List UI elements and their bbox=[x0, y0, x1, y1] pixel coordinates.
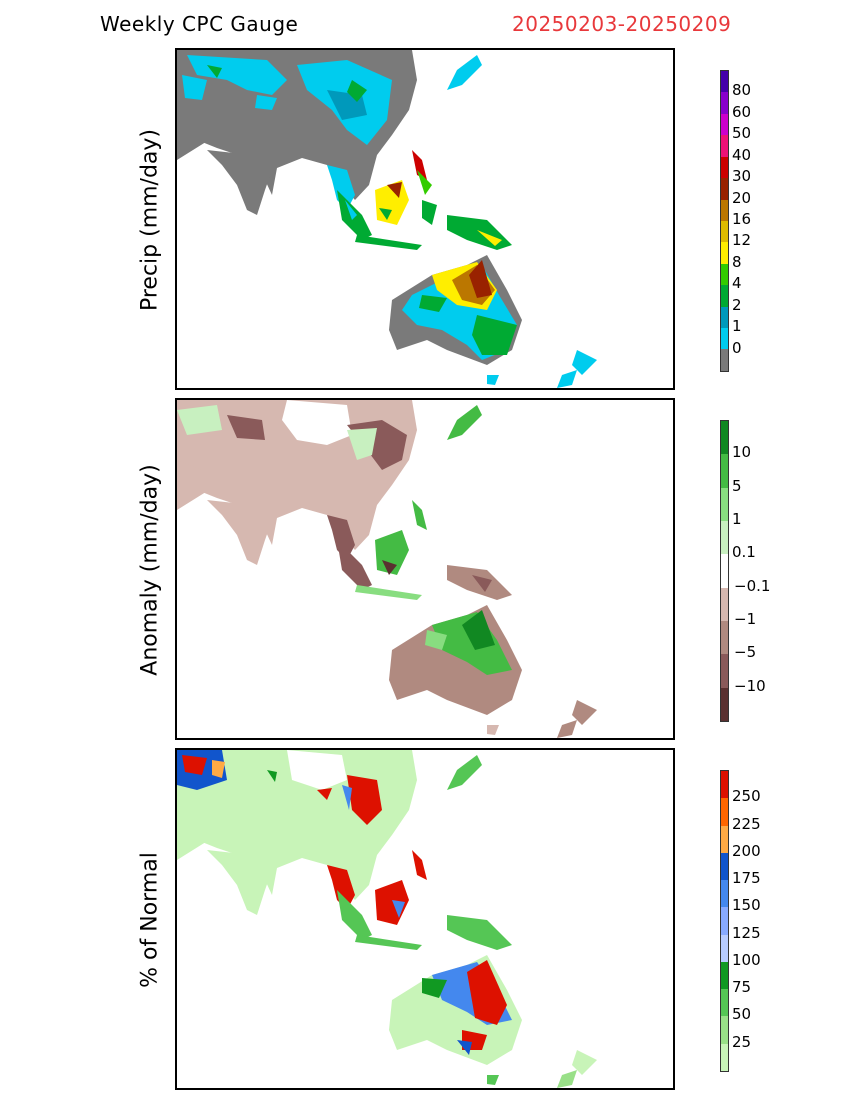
percent-axis-label: % of Normal bbox=[137, 852, 163, 988]
product-title: Weekly CPC Gauge bbox=[100, 12, 299, 36]
colorbar-segment bbox=[721, 306, 728, 329]
percent-map-graphic bbox=[177, 750, 597, 1088]
colorbar-tick-label: 5 bbox=[732, 476, 742, 495]
colorbar-tick-label: 60 bbox=[732, 102, 752, 121]
colorbar-tick-label: 25 bbox=[732, 1032, 752, 1051]
colorbar-tick-label: 0.1 bbox=[732, 543, 756, 562]
precip-colorbar bbox=[720, 70, 729, 372]
colorbar-segment bbox=[721, 454, 728, 488]
colorbar-segment bbox=[721, 880, 728, 908]
colorbar-segment bbox=[721, 421, 728, 455]
colorbar-segment bbox=[721, 654, 728, 688]
colorbar-tick-label: 50 bbox=[732, 1005, 752, 1024]
colorbar-segment bbox=[721, 961, 728, 990]
percent-map bbox=[175, 748, 675, 1090]
colorbar-segment bbox=[721, 989, 728, 1017]
colorbar-tick-label: 125 bbox=[732, 923, 761, 942]
colorbar-segment bbox=[721, 92, 728, 114]
colorbar-segment bbox=[721, 328, 728, 350]
colorbar-segment bbox=[721, 71, 728, 93]
colorbar-tick-label: −0.1 bbox=[734, 576, 771, 595]
colorbar-tick-label: 40 bbox=[732, 145, 752, 164]
precip-map bbox=[175, 48, 675, 390]
colorbar-tick-label: 250 bbox=[732, 787, 761, 806]
colorbar-segment bbox=[721, 487, 728, 521]
colorbar-tick-label: 20 bbox=[732, 188, 752, 207]
colorbar-segment bbox=[721, 156, 728, 179]
anomaly-axis-label: Anomaly (mm/day) bbox=[137, 464, 163, 676]
colorbar-tick-label: 30 bbox=[732, 167, 752, 186]
colorbar-tick-label: 50 bbox=[732, 124, 752, 143]
colorbar-segment bbox=[721, 825, 728, 853]
colorbar-segment bbox=[721, 620, 728, 655]
colorbar-tick-label: 12 bbox=[732, 231, 752, 250]
precip-axis-label: Precip (mm/day) bbox=[137, 128, 163, 312]
colorbar-tick-label: 200 bbox=[732, 841, 761, 860]
colorbar-tick-label: 1 bbox=[732, 317, 742, 336]
colorbar-tick-label: 150 bbox=[732, 896, 761, 915]
colorbar-segment bbox=[721, 242, 728, 264]
colorbar-segment bbox=[721, 1043, 728, 1071]
date-range: 20250203-20250209 bbox=[512, 12, 732, 36]
colorbar-segment bbox=[721, 852, 728, 881]
colorbar-tick-label: 75 bbox=[732, 978, 752, 997]
colorbar-segment bbox=[721, 349, 728, 371]
colorbar-segment bbox=[721, 135, 728, 157]
anomaly-map bbox=[175, 398, 675, 740]
colorbar-tick-label: 175 bbox=[732, 869, 761, 888]
colorbar-segment bbox=[721, 113, 728, 136]
colorbar-tick-label: 1 bbox=[732, 510, 742, 528]
colorbar-tick-label: 4 bbox=[732, 274, 742, 293]
colorbar-tick-label: 80 bbox=[732, 81, 752, 100]
anomaly-colorbar bbox=[720, 420, 729, 722]
colorbar-segment bbox=[721, 687, 728, 721]
precip-map-graphic bbox=[177, 50, 597, 388]
colorbar-segment bbox=[721, 285, 728, 307]
colorbar-segment bbox=[721, 798, 728, 826]
colorbar-segment bbox=[721, 178, 728, 200]
colorbar-tick-label: 0 bbox=[732, 338, 742, 357]
colorbar-tick-label: −10 bbox=[734, 676, 766, 695]
colorbar-segment bbox=[721, 520, 728, 555]
colorbar-segment bbox=[721, 587, 728, 621]
colorbar-tick-label: −1 bbox=[734, 610, 757, 628]
colorbar-segment bbox=[721, 934, 728, 962]
percent-colorbar bbox=[720, 770, 729, 1072]
colorbar-segment bbox=[721, 907, 728, 935]
anomaly-map-graphic bbox=[177, 400, 597, 738]
colorbar-tick-label: −5 bbox=[734, 643, 757, 662]
colorbar-tick-label: 225 bbox=[732, 814, 761, 833]
colorbar-segment bbox=[721, 554, 728, 588]
colorbar-segment bbox=[721, 199, 728, 221]
colorbar-tick-label: 2 bbox=[732, 295, 742, 314]
colorbar-tick-label: 10 bbox=[732, 443, 752, 462]
colorbar-tick-label: 16 bbox=[732, 210, 752, 228]
colorbar-segment bbox=[721, 1016, 728, 1044]
colorbar-segment bbox=[721, 263, 728, 286]
colorbar-tick-label: 100 bbox=[732, 950, 761, 969]
colorbar-segment bbox=[721, 220, 728, 243]
colorbar-segment bbox=[721, 771, 728, 799]
colorbar-tick-label: 8 bbox=[732, 252, 742, 271]
